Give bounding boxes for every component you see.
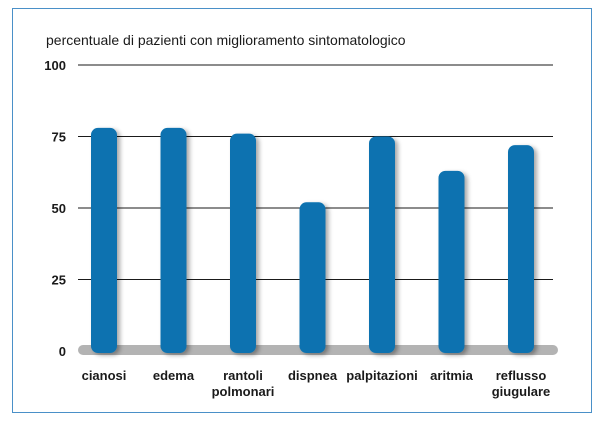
bar-group: [91, 127, 117, 353]
bar-group: [299, 202, 326, 353]
bar: [160, 127, 187, 353]
x-category-label: cianosi: [82, 368, 127, 383]
bar-group: [438, 170, 465, 353]
x-category-label: polmonari: [212, 384, 275, 399]
bar-group: [230, 133, 256, 353]
y-tick-label: 0: [59, 344, 66, 359]
x-category-label: rantoli: [223, 368, 263, 383]
y-tick-label: 50: [52, 201, 66, 216]
bar: [508, 145, 534, 353]
bar-group: [160, 127, 187, 353]
bar: [438, 170, 465, 353]
bar-group: [508, 145, 534, 353]
y-tick-label: 75: [52, 130, 66, 145]
x-category-label: reflusso: [496, 368, 547, 383]
bar: [91, 127, 117, 353]
bar: [230, 133, 256, 353]
x-category-label: edema: [153, 368, 195, 383]
x-category-label: aritmia: [430, 368, 473, 383]
bar-group: [369, 136, 395, 353]
bar: [369, 136, 395, 353]
y-tick-label: 25: [52, 273, 66, 288]
x-category-label: palpitazioni: [346, 368, 418, 383]
chart-title: percentuale di pazienti con migliorament…: [46, 32, 406, 48]
x-category-label: giugulare: [492, 384, 551, 399]
bar: [299, 202, 326, 353]
x-category-label: dispnea: [288, 368, 338, 383]
y-tick-label: 100: [44, 58, 66, 73]
